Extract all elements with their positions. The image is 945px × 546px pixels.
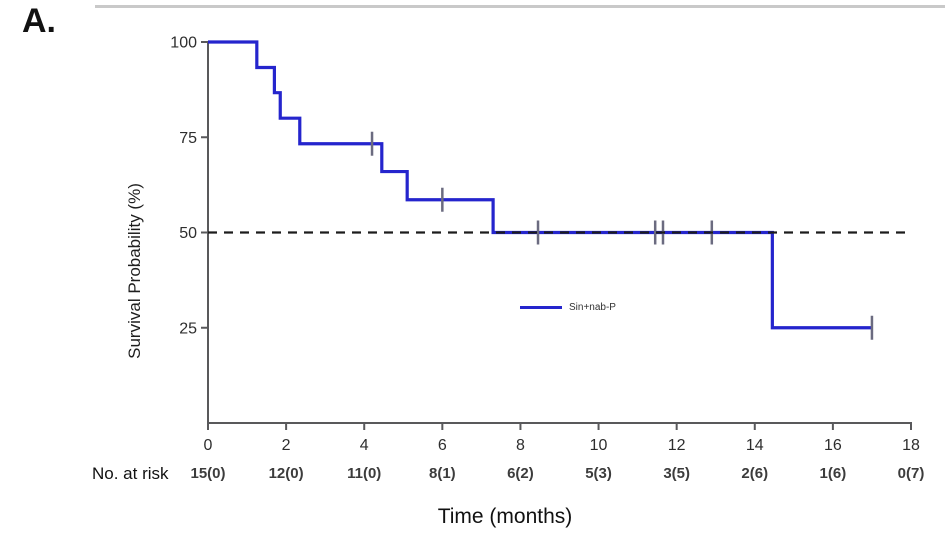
x-tick-label: 10 (590, 437, 608, 454)
legend-line-swatch (520, 306, 562, 309)
y-tick-label: 50 (179, 225, 197, 242)
x-tick-label: 2 (282, 437, 291, 454)
risk-value: 3(5) (663, 465, 690, 482)
risk-value: 8(1) (428, 465, 456, 482)
y-tick-label: 25 (179, 320, 197, 337)
km-curve (208, 40, 872, 330)
x-tick-label: 4 (360, 437, 369, 454)
risk-value: 2(6) (741, 465, 769, 482)
y-tick-label: 100 (170, 35, 197, 52)
x-tick-label: 12 (668, 437, 686, 454)
risk-value: 6(2) (507, 465, 534, 482)
risk-value: 5(3) (585, 465, 612, 482)
risk-value: 0(7) (897, 465, 925, 482)
legend: Sin+nab-P (520, 302, 616, 313)
x-tick-label: 8 (516, 437, 525, 454)
x-axis-label: Time (months) (437, 505, 573, 528)
x-tick-label: 14 (746, 437, 764, 454)
x-tick-label: 18 (902, 437, 920, 454)
risk-value: 15(0) (190, 465, 226, 482)
x-tick-label: 16 (824, 437, 842, 454)
x-tick-label: 6 (438, 437, 447, 454)
panel-label: A. (22, 2, 56, 40)
x-tick-label: 0 (204, 437, 213, 454)
risk-value: 11(0) (347, 465, 382, 482)
legend-label: Sin+nab-P (569, 302, 616, 313)
risk-value: 12(0) (268, 465, 304, 482)
risk-table-label: No. at risk (92, 464, 169, 483)
risk-value: 1(6) (819, 465, 847, 482)
top-divider-line (95, 5, 945, 8)
y-tick-label: 75 (179, 130, 197, 147)
